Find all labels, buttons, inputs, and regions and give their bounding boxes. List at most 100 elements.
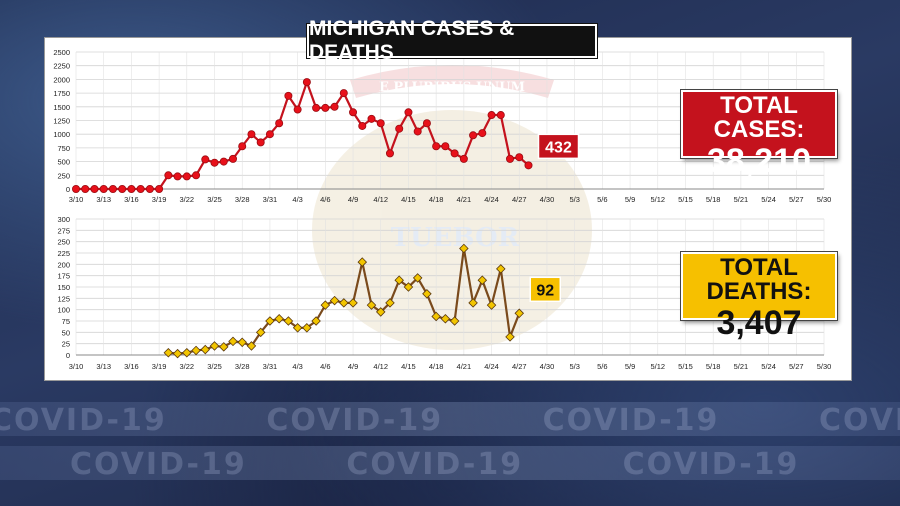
deaths-point: [246, 341, 257, 351]
y-tick-label: 2500: [53, 48, 70, 57]
x-tick-label: 3/22: [180, 362, 195, 371]
background-covid-text: COVID-19 COVID-19 COVID-19 COVID-19: [0, 403, 900, 438]
cases-point: [321, 103, 330, 112]
cases-point: [496, 111, 505, 120]
x-tick-label: 4/15: [401, 362, 416, 371]
deaths-point: [505, 332, 515, 342]
x-tick-label: 5/9: [625, 362, 635, 371]
x-tick-label: 4/6: [320, 195, 330, 204]
cases-point: [238, 142, 247, 151]
cases-point: [201, 155, 210, 164]
cases-point: [210, 158, 219, 167]
svg-text:E PLURIBUS UNUM: E PLURIBUS UNUM: [379, 80, 525, 95]
deaths-point: [375, 307, 386, 317]
x-tick-label: 5/30: [817, 362, 832, 371]
background-covid-text: COVID-19 COVID-19 COVID-19 COVID-19: [70, 447, 900, 482]
x-tick-label: 3/19: [152, 362, 167, 371]
x-tick-label: 3/16: [124, 362, 139, 371]
cases-point: [395, 124, 404, 133]
deaths-point: [311, 316, 321, 326]
cases-point: [247, 130, 256, 139]
deaths-point: [237, 337, 247, 348]
x-tick-label: 4/24: [484, 362, 499, 371]
x-tick-label: 5/21: [734, 195, 749, 204]
deaths-point: [431, 311, 441, 322]
background-band: [0, 446, 900, 480]
x-tick-label: 5/12: [650, 362, 665, 371]
deaths-point: [422, 289, 432, 299]
cases-point: [330, 102, 339, 111]
y-tick-label: 100: [57, 306, 70, 315]
deaths-point: [357, 257, 368, 267]
x-tick-label: 5/3: [569, 195, 579, 204]
x-tick-label: 3/16: [124, 195, 139, 204]
cases-point: [155, 184, 164, 193]
cases-point: [367, 114, 376, 123]
y-tick-label: 25: [62, 340, 70, 349]
y-tick-label: 250: [57, 238, 70, 247]
x-tick-label: 5/24: [761, 195, 776, 204]
deaths-point: [459, 243, 469, 254]
deaths-last-label: 92: [536, 282, 554, 299]
y-tick-label: 1500: [53, 103, 70, 112]
deaths-point: [394, 275, 404, 285]
cases-point: [293, 105, 302, 114]
cases-point: [312, 103, 321, 112]
cases-point: [404, 108, 413, 117]
cases-point: [469, 131, 478, 140]
cases-point: [219, 157, 228, 166]
x-tick-label: 5/21: [734, 362, 749, 371]
total-cases-box: TOTAL CASES: 38,210: [681, 90, 837, 178]
deaths-point: [348, 298, 358, 308]
cases-last-label: 432: [545, 139, 572, 156]
y-tick-label: 2250: [53, 62, 70, 71]
deaths-point: [182, 347, 192, 358]
x-tick-label: 4/6: [320, 362, 330, 371]
y-tick-label: 1000: [53, 130, 70, 139]
x-tick-label: 3/31: [263, 362, 278, 371]
x-tick-label: 5/6: [597, 195, 607, 204]
deaths-point: [320, 300, 331, 310]
x-tick-label: 3/31: [263, 195, 278, 204]
y-tick-label: 1750: [53, 89, 70, 98]
deaths-point: [329, 295, 340, 306]
y-tick-label: 175: [57, 272, 70, 281]
x-tick-label: 4/15: [401, 195, 416, 204]
deaths-point: [255, 327, 266, 338]
y-tick-label: 1250: [53, 117, 70, 126]
deaths-point: [496, 264, 506, 274]
cases-point: [506, 154, 515, 163]
deaths-point: [191, 345, 201, 356]
x-tick-label: 4/27: [512, 195, 527, 204]
deaths-point: [209, 341, 220, 351]
cases-chart: 0 250 500 750 1000 1250 1500 1750 2000 2250 2500 43…: [53, 48, 825, 194]
cases-point: [164, 171, 173, 180]
x-tick-label: 4/18: [429, 195, 444, 204]
cases-point: [487, 111, 496, 120]
cases-point: [192, 171, 201, 180]
x-tick-label: 3/25: [207, 362, 222, 371]
total-cases-value: 38,210: [707, 142, 811, 180]
x-tick-label: 4/9: [348, 362, 358, 371]
x-tick-label: 3/13: [96, 195, 111, 204]
y-tick-label: 75: [62, 317, 70, 326]
deaths-last-label-box: [529, 276, 562, 303]
deaths-point: [514, 308, 525, 319]
x-tick-label: 4/21: [457, 195, 472, 204]
cases-point: [99, 184, 108, 193]
deaths-point: [449, 316, 460, 326]
deaths-point: [440, 313, 451, 324]
x-tick-label: 5/9: [625, 195, 635, 204]
x-tick-label: 3/19: [152, 195, 167, 204]
cases-point: [515, 153, 524, 162]
cases-point: [136, 184, 145, 193]
cases-point: [422, 119, 431, 128]
deaths-point: [218, 342, 229, 352]
x-tick-label: 4/3: [292, 195, 302, 204]
x-tick-label: 5/30: [817, 195, 832, 204]
deaths-point: [283, 316, 294, 326]
deaths-point: [274, 313, 284, 324]
cases-point: [182, 172, 191, 181]
y-tick-label: 150: [57, 283, 70, 292]
deaths-point: [486, 300, 497, 310]
